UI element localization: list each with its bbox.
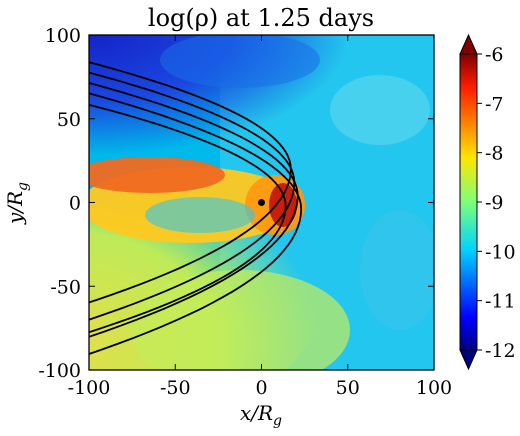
colorbar-tick-label: -11 bbox=[485, 291, 516, 313]
colorbar-ticks: -6 -7 -8 -9 -10 -11 -12 bbox=[477, 44, 516, 362]
x-tick-label: -100 bbox=[68, 377, 111, 399]
x-axis-ticks: -100 -50 0 50 100 bbox=[68, 35, 452, 399]
y-axis-title: y/Rg bbox=[3, 182, 31, 225]
y-tick-label: 100 bbox=[45, 25, 81, 47]
y-tick-label: -50 bbox=[50, 276, 81, 298]
x-axis-title: x/Rg bbox=[240, 401, 282, 429]
point-mass-marker bbox=[258, 199, 265, 206]
orbit-curve bbox=[89, 103, 287, 334]
orbit-curve bbox=[89, 92, 303, 355]
colorbar-tick-label: -9 bbox=[485, 192, 504, 214]
colorbar-extend-top bbox=[459, 33, 478, 55]
colorbar-tick-label: -6 bbox=[485, 44, 504, 66]
colorbar: -6 -7 -8 -9 -10 -11 -12 bbox=[459, 33, 516, 371]
orbit-curves bbox=[89, 61, 303, 355]
colorbar-body bbox=[459, 53, 478, 351]
x-tick-label: 50 bbox=[336, 377, 360, 399]
heatmap-image bbox=[89, 35, 434, 370]
y-axis-ticks: 100 50 0 -50 -100 bbox=[38, 25, 434, 382]
colorbar-tick-label: -12 bbox=[485, 340, 516, 362]
y-tick-label: -100 bbox=[38, 360, 81, 382]
y-tick-label: 50 bbox=[57, 109, 81, 131]
chart-title: log(ρ) at 1.25 days bbox=[148, 4, 374, 32]
colorbar-extend-bottom bbox=[459, 349, 478, 371]
y-tick-label: 0 bbox=[69, 193, 81, 215]
x-tick-label: 100 bbox=[416, 377, 452, 399]
colorbar-tick-label: -7 bbox=[485, 93, 504, 115]
x-tick-label: 0 bbox=[255, 377, 267, 399]
colorbar-tick-label: -10 bbox=[485, 241, 516, 263]
colorbar-tick-label: -8 bbox=[485, 143, 504, 165]
x-tick-label: -50 bbox=[160, 377, 191, 399]
